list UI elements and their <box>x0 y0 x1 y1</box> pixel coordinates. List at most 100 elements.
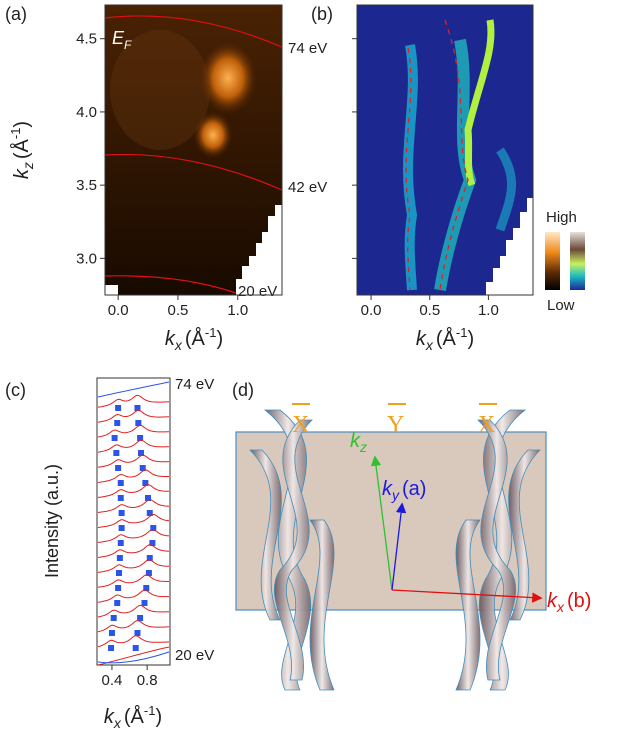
line-label: 74 eV <box>288 40 327 57</box>
y-tick-label: 4.5 <box>76 31 97 48</box>
label-part: z <box>20 162 36 170</box>
peak-marker <box>137 435 144 441</box>
colorbar <box>545 232 560 290</box>
colorbar-label: Low <box>547 297 575 314</box>
label-part: (Å <box>124 705 145 728</box>
x-tick-label: 0.0 <box>108 302 129 319</box>
label-part: ) <box>155 706 162 728</box>
peak-marker <box>114 600 121 606</box>
y-axis-label: kz (Å-1) <box>8 121 36 179</box>
label-part: k <box>104 706 115 728</box>
label-part: ) <box>216 328 223 350</box>
label-part: (Å <box>185 327 206 350</box>
label-part: -1 <box>205 325 217 340</box>
curve <box>97 469 169 483</box>
x-tick-label: 0.0 <box>361 302 382 319</box>
x-tick-label: 0.4 <box>102 672 123 689</box>
peak-marker <box>115 585 122 591</box>
label-part: -1 <box>456 325 468 340</box>
peak-marker <box>145 570 152 576</box>
label-part: (Å <box>436 327 457 350</box>
peak-marker <box>114 420 121 426</box>
axis-label: kz <box>350 430 367 455</box>
curve <box>97 513 170 528</box>
curve <box>97 635 170 648</box>
x-axis-label: kx (Å-1) <box>165 325 223 353</box>
peak-marker <box>117 495 124 501</box>
y-tick-label: 3.0 <box>76 250 97 267</box>
curve-label: 20 eV <box>175 647 214 664</box>
label-part: k <box>11 168 33 179</box>
curve <box>97 409 170 423</box>
peak-marker <box>110 615 117 621</box>
panel-label: (a) <box>5 4 27 24</box>
peak-marker <box>113 450 120 456</box>
curve <box>97 381 170 398</box>
line-label: 42 eV <box>288 179 327 196</box>
axis-label: ky (a) <box>382 478 426 503</box>
label-part: k <box>165 328 176 350</box>
label-part: k <box>416 328 427 350</box>
curve <box>97 646 170 666</box>
peak-marker <box>118 510 125 516</box>
peak-marker <box>141 600 148 606</box>
peak-marker <box>137 615 144 621</box>
peak-marker <box>145 495 152 501</box>
line-label: 20 eV <box>238 283 277 300</box>
curve <box>97 424 170 438</box>
peak-marker <box>115 405 122 411</box>
peak-marker <box>118 525 125 531</box>
point-label: X <box>292 412 309 438</box>
annotation: EF <box>112 28 132 52</box>
peak-marker <box>149 540 156 546</box>
peak-marker <box>135 420 142 426</box>
y-tick-label: 3.5 <box>76 177 97 194</box>
peak-marker <box>146 510 153 516</box>
peak-marker <box>146 555 153 561</box>
panel-label: (b) <box>311 4 333 24</box>
colorbar-label: High <box>546 209 577 226</box>
peak-marker <box>150 525 157 531</box>
curve <box>97 394 170 408</box>
curve <box>97 454 170 468</box>
panel-label: (c) <box>5 380 26 400</box>
peak-marker <box>142 480 149 486</box>
peak-marker <box>116 555 123 561</box>
plot-frame <box>96 377 171 666</box>
label-part: x <box>425 337 434 353</box>
peak-marker <box>132 645 139 651</box>
peak-marker <box>143 585 150 591</box>
label-part: -1 <box>144 703 156 718</box>
x-tick-label: 1.0 <box>478 302 499 319</box>
peak-marker <box>111 435 118 441</box>
diagram <box>235 403 547 691</box>
peak-marker <box>108 645 115 651</box>
peak-marker <box>134 630 141 636</box>
curve <box>97 589 169 603</box>
x-tick-label: 0.5 <box>419 302 440 319</box>
label-part: -1 <box>8 128 23 140</box>
curve <box>97 439 170 453</box>
plot-frame <box>356 4 534 296</box>
curve <box>97 604 170 618</box>
peak-marker <box>137 450 144 456</box>
peak-marker <box>117 540 124 546</box>
peak-marker <box>117 480 124 486</box>
axis-label: kx (b) <box>547 590 591 615</box>
x-tick-label: 0.8 <box>137 672 158 689</box>
y-tick-label: 4.0 <box>76 104 97 121</box>
label-part: x <box>113 715 122 731</box>
curve <box>97 528 170 543</box>
curve <box>97 574 170 588</box>
peak-marker <box>115 465 122 471</box>
peak-marker <box>108 630 115 636</box>
panel-label: (d) <box>232 380 254 400</box>
peak-marker <box>139 465 146 471</box>
x-tick-label: 0.5 <box>168 302 189 319</box>
y-axis-label: Intensity (a.u.) <box>42 464 62 578</box>
x-axis-label: kx (Å-1) <box>104 703 162 731</box>
heatmap-a <box>104 5 283 295</box>
point-label: X <box>478 412 495 438</box>
curve <box>97 499 170 513</box>
plot-frame <box>104 4 283 296</box>
